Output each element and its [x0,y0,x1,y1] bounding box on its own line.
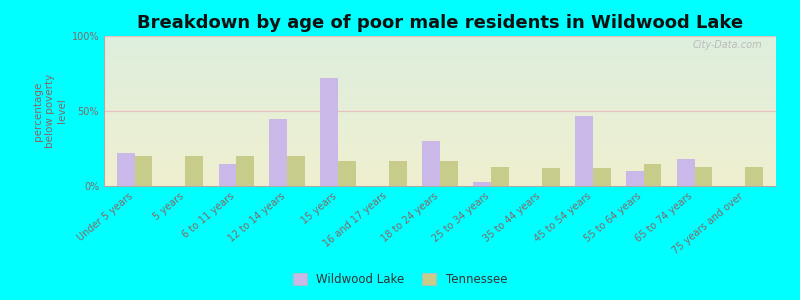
Bar [575,116,593,186]
Bar [134,156,152,186]
Bar [542,168,560,186]
Title: Breakdown by age of poor male residents in Wildwood Lake: Breakdown by age of poor male residents … [137,14,743,32]
Bar [473,182,491,186]
Bar [236,156,254,186]
Y-axis label: percentage
below poverty
level: percentage below poverty level [33,74,67,148]
Bar [626,171,644,186]
Bar [644,164,662,186]
Bar [218,164,236,186]
Bar [491,167,509,186]
Bar [270,118,287,186]
Bar [117,153,134,186]
Bar [593,168,610,186]
Bar [440,160,458,186]
Bar [338,160,356,186]
Bar [422,141,440,186]
Bar [694,167,712,186]
Bar [677,159,694,186]
Bar [287,156,305,186]
Bar [186,156,203,186]
Bar [320,78,338,186]
Bar [746,167,763,186]
Text: City-Data.com: City-Data.com [693,40,762,50]
Legend: Wildwood Lake, Tennessee: Wildwood Lake, Tennessee [288,268,512,291]
Bar [389,160,407,186]
